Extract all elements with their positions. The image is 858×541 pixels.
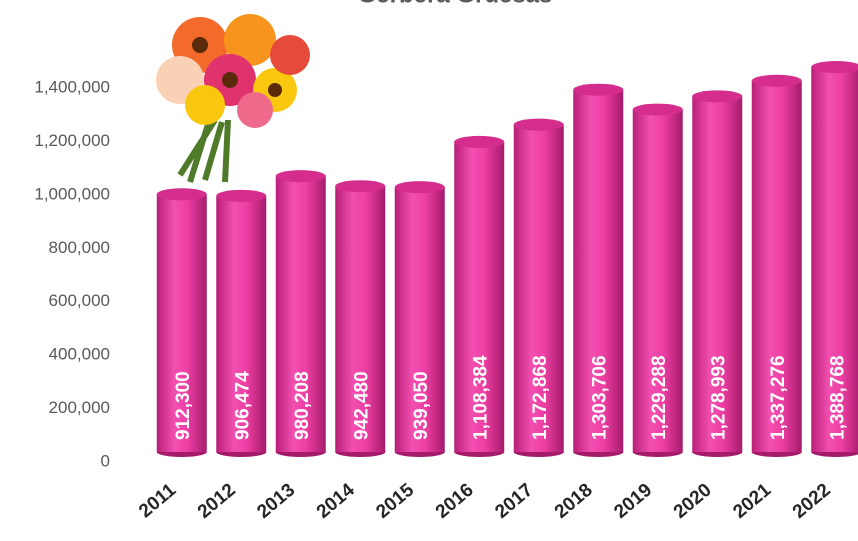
bar-group: 1,303,706 bbox=[573, 84, 623, 457]
y-tick-label: 800,000 bbox=[49, 238, 110, 257]
bar-group: 906,474 bbox=[216, 190, 266, 457]
x-tick-label: 2018 bbox=[551, 480, 597, 523]
bar-group: 942,480 bbox=[335, 180, 385, 457]
x-tick-label: 2020 bbox=[670, 480, 716, 523]
x-tick-label: 2012 bbox=[194, 480, 240, 523]
y-tick-label: 400,000 bbox=[49, 345, 110, 364]
x-tick-label: 2021 bbox=[729, 479, 775, 523]
chart: Gerbera Gruesas 0 200,000 400,000 600,000 80… bbox=[0, 0, 858, 541]
bar-group: 1,388,768 bbox=[811, 61, 858, 457]
flower-bouquet bbox=[156, 14, 310, 182]
y-tick-label: 600,000 bbox=[49, 291, 110, 310]
bar-top bbox=[514, 119, 564, 131]
bar-group: 1,278,993 bbox=[692, 90, 742, 457]
value-label: 1,388,768 bbox=[827, 355, 848, 440]
bar-group: 1,229,288 bbox=[633, 104, 683, 457]
bar-top bbox=[395, 181, 445, 193]
value-label: 980,208 bbox=[292, 371, 313, 440]
y-tick-label: 1,200,000 bbox=[34, 131, 110, 150]
bar-group: 912,300 bbox=[157, 188, 207, 457]
bar-top bbox=[633, 104, 683, 116]
y-tick-label: 1,400,000 bbox=[34, 77, 110, 96]
bar-top bbox=[454, 136, 504, 148]
bar-top bbox=[752, 75, 802, 87]
value-label: 939,050 bbox=[411, 371, 432, 440]
y-tick-label: 0 bbox=[101, 451, 110, 470]
bar-top bbox=[573, 84, 623, 96]
x-tick-label: 2015 bbox=[372, 479, 418, 523]
x-tick-label: 2017 bbox=[491, 480, 537, 523]
chart-title: Gerbera Gruesas bbox=[358, 0, 553, 8]
bar-top bbox=[692, 90, 742, 102]
x-tick-label: 2013 bbox=[253, 480, 299, 523]
value-label: 1,303,706 bbox=[589, 355, 610, 440]
value-label: 942,480 bbox=[351, 371, 372, 440]
x-tick-label: 2019 bbox=[610, 480, 656, 523]
x-tick-label: 2022 bbox=[789, 480, 835, 523]
value-label: 1,278,993 bbox=[708, 355, 729, 440]
x-tick-label: 2011 bbox=[135, 479, 180, 522]
bar-group: 1,337,276 bbox=[752, 75, 802, 457]
bar-top bbox=[335, 180, 385, 192]
bar-top bbox=[157, 188, 207, 200]
value-label: 1,337,276 bbox=[768, 355, 789, 440]
value-label: 1,108,384 bbox=[470, 355, 491, 440]
y-tick-label: 1,000,000 bbox=[34, 184, 110, 203]
x-tick-label: 2016 bbox=[432, 480, 478, 523]
x-tick-label: 2014 bbox=[313, 479, 359, 523]
y-tick-label: 200,000 bbox=[49, 398, 110, 417]
bar-top bbox=[276, 170, 326, 182]
value-label: 906,474 bbox=[232, 371, 253, 440]
bar-group: 980,208 bbox=[276, 170, 326, 457]
bar-top bbox=[216, 190, 266, 202]
bar-group: 1,172,868 bbox=[514, 119, 564, 457]
bar-group: 939,050 bbox=[395, 181, 445, 457]
value-label: 1,172,868 bbox=[530, 355, 551, 440]
value-label: 1,229,288 bbox=[649, 355, 670, 440]
bar-group: 1,108,384 bbox=[454, 136, 504, 457]
value-label: 912,300 bbox=[173, 371, 194, 440]
